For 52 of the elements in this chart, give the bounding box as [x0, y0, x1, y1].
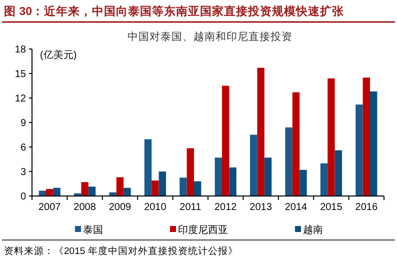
y-tick-label: 3 — [20, 167, 26, 178]
bar — [285, 127, 292, 196]
x-tick-label: 2016 — [355, 202, 378, 213]
x-tick-label: 2007 — [38, 202, 62, 213]
x-tick-label: 2015 — [320, 202, 343, 213]
bar — [328, 78, 335, 196]
bar — [53, 188, 60, 196]
bar — [250, 134, 258, 196]
bar — [362, 78, 370, 196]
x-tick-label: 2009 — [108, 202, 132, 213]
bar — [222, 86, 230, 196]
bar — [264, 158, 272, 196]
text: 资料来源：《2015 年度中国对外直接投资统计公报》 — [4, 245, 238, 257]
x-tick-label: 2012 — [214, 202, 238, 213]
bar — [257, 68, 264, 196]
bar — [292, 92, 300, 196]
y-tick-label: 18 — [14, 44, 26, 56]
x-tick-label: 2008 — [74, 202, 96, 213]
x-tick-label: 2013 — [250, 202, 272, 213]
legend-label: 印度尼西亚 — [178, 224, 228, 236]
bar — [158, 172, 166, 196]
legend-label: 泰国 — [83, 225, 103, 236]
y-axis-title: (亿美元) — [40, 49, 77, 61]
y-tick-label: 0 — [20, 192, 26, 202]
y-tick-label: 15 — [14, 69, 26, 80]
bar — [144, 139, 152, 196]
bar — [214, 158, 222, 196]
bar — [194, 181, 202, 196]
y-tick-label: 9 — [20, 118, 26, 129]
bar — [320, 163, 328, 196]
bar — [300, 170, 307, 196]
bar — [186, 148, 194, 196]
chart-subtitle: 中国对泰国、越南和印尼直接投资 — [128, 30, 292, 43]
chart-title: 图 30：近年来，中国向泰国等东南亚国家直接投资规模快速扩张 — [4, 4, 345, 18]
bar — [229, 167, 236, 196]
bar — [334, 150, 342, 196]
y-tick-label: 12 — [14, 94, 26, 104]
bar — [116, 177, 124, 196]
bar — [81, 182, 88, 196]
bar — [46, 188, 54, 196]
bar — [38, 190, 46, 196]
bar — [356, 104, 363, 196]
bar — [152, 180, 159, 196]
x-tick-label: 2010 — [144, 202, 167, 213]
legend-label: 越南 — [303, 224, 323, 236]
x-tick-label: 2011 — [180, 202, 202, 213]
bar — [370, 91, 378, 196]
bar — [124, 188, 131, 196]
bar — [88, 186, 96, 196]
y-tick-label: 6 — [20, 142, 26, 154]
x-tick-label: 2014 — [284, 202, 308, 213]
bar — [180, 178, 187, 196]
